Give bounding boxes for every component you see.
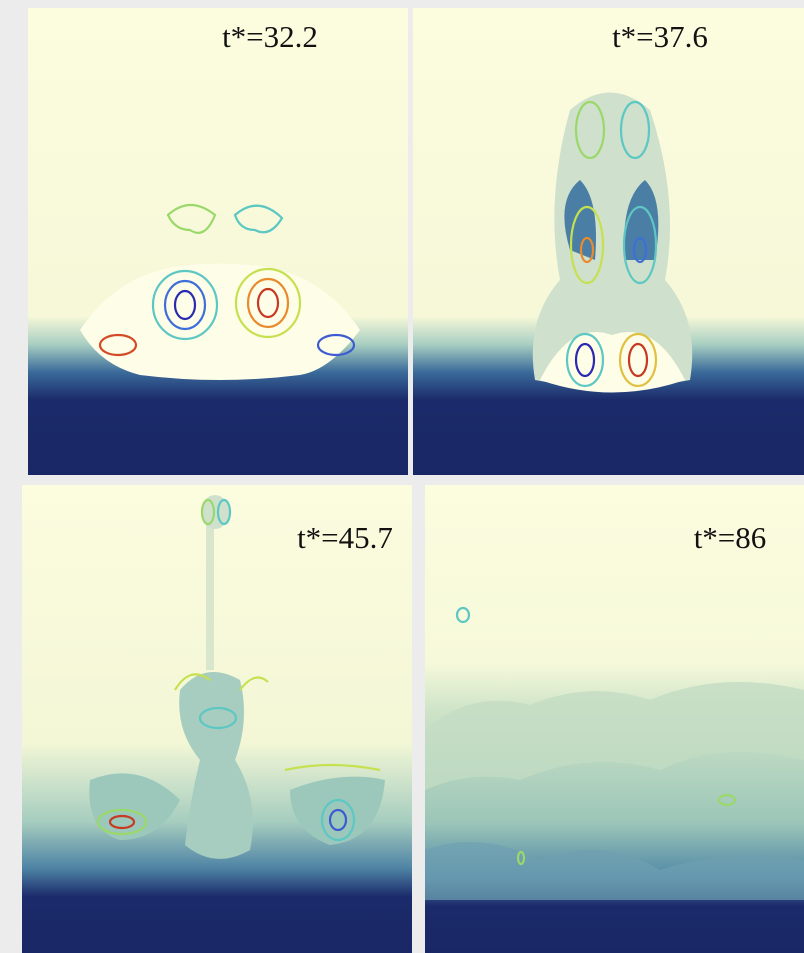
figure: t*=32.2 t*=37.6 t	[0, 0, 804, 953]
panel: t*=86	[425, 485, 804, 953]
panel-background	[28, 8, 408, 475]
page: t*=32.2 t*=37.6 t	[0, 0, 804, 953]
time-label: t*=45.7	[297, 520, 393, 555]
panel: t*=37.6	[413, 8, 804, 475]
time-label: t*=32.2	[222, 19, 318, 54]
panel: t*=45.7	[22, 485, 412, 953]
time-label: t*=86	[694, 520, 767, 555]
time-label: t*=37.6	[612, 19, 708, 54]
panel: t*=32.2	[28, 8, 408, 475]
